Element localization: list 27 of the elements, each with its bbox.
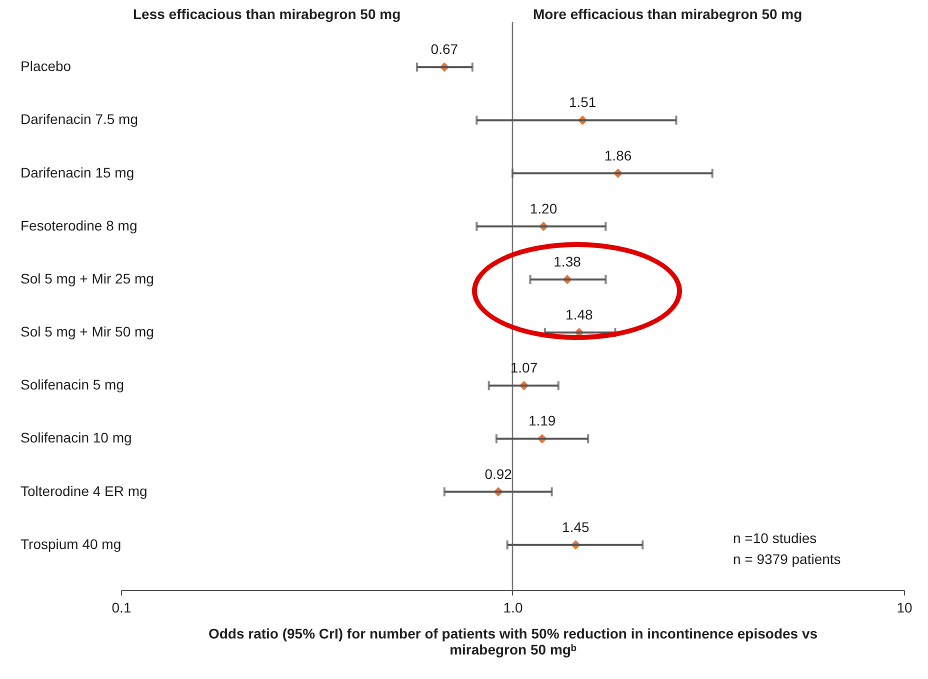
y-tick-label: Placebo bbox=[20, 58, 72, 74]
annotation: More efficacious than mirabegron 50 mg bbox=[533, 6, 802, 22]
data-label: 1.51 bbox=[568, 94, 596, 110]
y-tick-label: Darifenacin 15 mg bbox=[20, 164, 134, 180]
y-tick-label: Trospium 40 mg bbox=[20, 536, 122, 552]
x-tick-label: 10 bbox=[896, 600, 912, 616]
y-tick-label: Sol 5 mg + Mir 25 mg bbox=[20, 270, 154, 286]
y-tick-label: Sol 5 mg + Mir 50 mg bbox=[20, 324, 154, 340]
data-label: 1.86 bbox=[604, 147, 632, 164]
data-label: 1.38 bbox=[554, 253, 582, 270]
y-tick-label: Solifenacin 10 mg bbox=[20, 430, 132, 446]
y-tick-label: Darifenacin 7.5 mg bbox=[20, 111, 138, 128]
x-tick-label: 0.1 bbox=[112, 600, 132, 616]
x-tick-label: 1.0 bbox=[503, 600, 523, 616]
x-axis-title: Odds ratio (95% CrI) for number of patients with 50% reduction in incontinence episodes vs mirabegron 50 mgᵇ bbox=[208, 626, 818, 658]
y-tick-label: Fesoterodine 8 mg bbox=[20, 217, 138, 234]
data-label: 0.67 bbox=[430, 41, 458, 58]
data-label: 1.20 bbox=[530, 200, 558, 216]
data-label: 1.19 bbox=[528, 412, 556, 429]
annotation: n =10 studies bbox=[733, 530, 817, 546]
data-label: 0.92 bbox=[484, 466, 512, 482]
y-tick-label: Tolterodine 4 ER mg bbox=[20, 482, 148, 499]
data-label: 1.48 bbox=[566, 306, 593, 323]
data-label: 1.45 bbox=[562, 518, 590, 535]
annotation: n = 9379 patients bbox=[733, 551, 841, 567]
y-tick-label: Solifenacin 5 mg bbox=[20, 376, 124, 393]
annotation: Less efficacious than mirabegron 50 mg bbox=[133, 6, 401, 22]
